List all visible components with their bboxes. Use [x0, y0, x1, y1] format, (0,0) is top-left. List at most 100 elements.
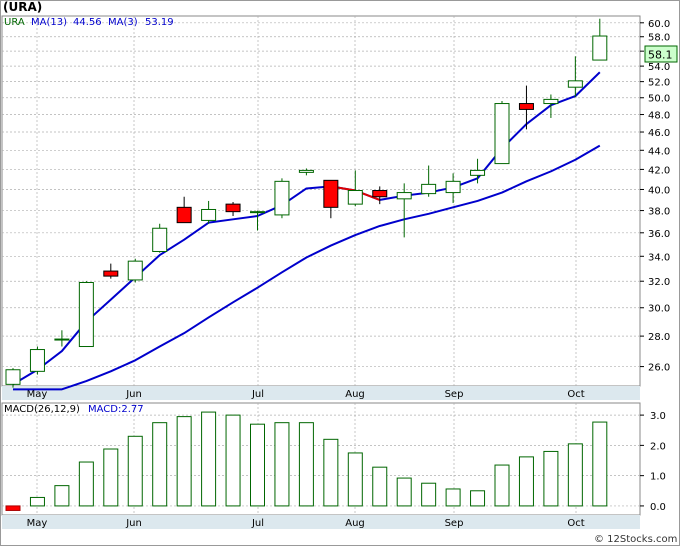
price-tick-label: 26.0 — [648, 363, 670, 374]
price-x-axis-band — [2, 386, 640, 400]
candle-body-up — [78, 282, 94, 348]
candle-body-up — [298, 169, 314, 173]
price-x-label: Aug — [345, 389, 365, 400]
legend-ma-slow-label: MA(3) — [108, 17, 138, 28]
candles — [5, 18, 608, 388]
price-x-axis: May Jun Jul Aug Sep Oct — [27, 389, 585, 400]
macd-bar — [567, 443, 583, 507]
macd-bar — [470, 490, 486, 507]
candle-body-down — [323, 179, 339, 208]
price-plot-area — [1, 15, 641, 387]
price-tick-label: 48.0 — [648, 111, 670, 122]
macd-bar — [274, 422, 290, 507]
legend-ma-slow-value: 53.19 — [145, 17, 174, 28]
price-x-label: Sep — [445, 389, 464, 400]
macd-tick-label: 0.0 — [650, 502, 666, 513]
candle-body-up — [592, 35, 608, 61]
macd-bar — [298, 422, 314, 507]
candle-body-up — [54, 338, 70, 341]
price-tick-label: 58.0 — [648, 33, 670, 44]
macd-x-axis-band — [2, 515, 640, 529]
legend-ma-fast-label: MA(13) — [31, 17, 67, 28]
last-price-tag-text: 58.1 — [648, 49, 673, 62]
price-tick-label: 32.0 — [648, 277, 670, 288]
macd-bar — [372, 466, 388, 507]
price-tick-label: 40.0 — [648, 185, 670, 196]
legend-ma-fast-value: 44.56 — [73, 17, 102, 28]
macd-bar — [592, 421, 608, 507]
price-tick-label: 30.0 — [648, 304, 670, 315]
price-tick-label: 54.0 — [648, 62, 670, 73]
macd-bar — [152, 422, 168, 507]
candle-body-down — [103, 270, 119, 277]
macd-label: MACD(26,12,9) — [4, 404, 80, 415]
candle-body-up — [201, 208, 217, 221]
candle-body-up — [5, 369, 21, 385]
price-tick-label: 46.0 — [648, 128, 670, 139]
macd-x-label: Oct — [567, 518, 584, 529]
macd-bar — [518, 456, 534, 507]
macd-x-label: Sep — [445, 518, 464, 529]
candle-body-up — [421, 183, 437, 195]
price-tick-label: 60.0 — [648, 19, 670, 30]
macd-x-label: May — [27, 518, 48, 529]
macd-bar — [29, 496, 45, 507]
price-tick-label: 34.0 — [648, 252, 670, 263]
macd-tick-label: 1.0 — [650, 472, 666, 483]
candle-body-up — [396, 192, 412, 200]
macd-bar — [445, 488, 461, 507]
macd-bar — [5, 505, 21, 511]
candle-body-up — [127, 260, 143, 281]
price-tick-label: 52.0 — [648, 78, 670, 89]
candle-body-up — [543, 98, 559, 105]
candle-body-down — [372, 190, 388, 198]
candle-body-up — [250, 211, 265, 214]
candle-body-up — [274, 180, 290, 216]
price-tick-label: 38.0 — [648, 207, 670, 218]
price-x-label: Jul — [251, 389, 264, 400]
macd-bar — [54, 485, 70, 507]
watermark: © 12Stocks.com — [594, 534, 677, 545]
price-tick-label: 42.0 — [648, 165, 670, 176]
macd-bar — [201, 411, 217, 507]
macd-panel: 3.0 2.0 1.0 0.0 May Jun Jul Aug Sep Oct MACD(26,… — [1, 402, 666, 529]
candle-body-up — [567, 80, 583, 88]
price-x-label: Jun — [125, 389, 142, 400]
macd-bar — [103, 448, 119, 507]
macd-bar — [421, 482, 437, 507]
last-price-tag-box — [644, 45, 678, 63]
price-tick-label: 50.0 — [648, 94, 670, 105]
macd-bar — [396, 477, 412, 507]
macd-bar — [78, 461, 94, 507]
candle-body-up — [29, 349, 45, 372]
macd-tick-label: 3.0 — [650, 411, 666, 422]
chart-title: (URA) — [3, 0, 42, 14]
macd-bar — [323, 438, 339, 507]
macd-value-label: MACD:2.77 — [88, 404, 144, 415]
ma-slow-line — [13, 144, 601, 391]
macd-x-label: Jul — [251, 518, 264, 529]
candle-body-up — [347, 190, 363, 205]
price-tick-label: 36.0 — [648, 229, 670, 240]
macd-bar — [176, 416, 192, 507]
macd-tick-label: 2.0 — [650, 441, 666, 452]
price-y-axis: 60.058.056.054.052.050.048.046.044.042.0… — [640, 19, 670, 374]
legend-ticker: URA — [4, 17, 25, 28]
price-tick-label: 44.0 — [648, 146, 670, 157]
macd-bar — [347, 452, 363, 507]
macd-bar — [494, 464, 510, 507]
macd-bars — [5, 411, 608, 511]
price-tick-label: 28.0 — [648, 332, 670, 343]
candle-body-up — [494, 103, 510, 165]
price-x-label: Oct — [567, 389, 584, 400]
macd-bar — [250, 423, 265, 507]
price-grid — [2, 16, 640, 386]
candle-body-up — [470, 169, 486, 176]
candle-body-up — [152, 227, 168, 252]
macd-x-axis: May Jun Jul Aug Sep Oct — [27, 518, 585, 529]
macd-bar — [127, 435, 143, 507]
price-x-label: May — [27, 389, 48, 400]
last-price-tag: 58.1 — [644, 45, 678, 63]
